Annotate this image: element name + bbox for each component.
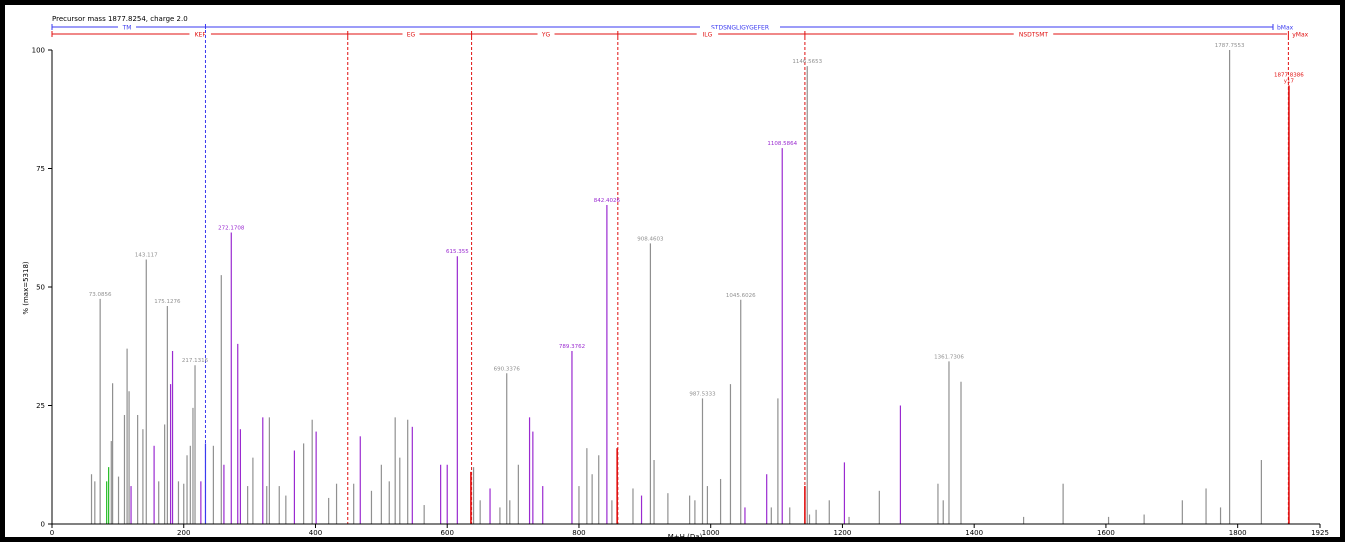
y-ladder-label-bg: [402, 29, 420, 38]
y-tick-label: 75: [36, 165, 45, 173]
x-tick-label: 1000: [702, 529, 720, 537]
y-tick-label: 100: [32, 47, 45, 55]
peak-mz-label: 908.4603: [637, 236, 664, 242]
x-tick-label: 1400: [965, 529, 983, 537]
y-ladder-label: ILG: [703, 32, 713, 39]
y-ladder-label: YG: [541, 32, 551, 39]
peak-mz-label: 690.3376: [494, 366, 521, 372]
x-tick-label: 600: [441, 529, 454, 537]
peak-mz-label: 789.3762: [559, 344, 585, 350]
peak-mz-label: 1877.8386: [1274, 73, 1304, 79]
peak-mz-label: 73.0856: [89, 292, 112, 298]
y-ladder-label-bg: [537, 29, 555, 38]
y-ladder-label: EG: [407, 32, 416, 39]
y-tick-label: 0: [41, 521, 45, 529]
peak-mz-label: 1787.7553: [1215, 43, 1245, 49]
peak-labels: 73.0856 143.117 175.1276 217.1316 272.1708 61…: [89, 43, 1305, 397]
x-tick-label: 1200: [834, 529, 852, 537]
peak-mz-label: 842.4026: [594, 198, 621, 204]
x-tick-label: 1925: [1311, 529, 1329, 537]
peak-ion-label: y17: [1284, 79, 1295, 85]
peak-mz-label: 143.117: [135, 253, 158, 259]
peak-mz-label: 615.355: [446, 249, 469, 255]
x-tick-label: 1800: [1229, 529, 1247, 537]
b-ladder-start-bg: [118, 22, 136, 31]
y-ladder-label-bg: [696, 29, 719, 38]
b-ladder-sequence: STDSNGLIGYGEFER: [711, 25, 769, 32]
spectrum-peaks: [90, 50, 1290, 524]
b-ladder-label-bg: [700, 22, 780, 31]
y-ladder-label-bg: [189, 29, 211, 38]
peak-mz-label: 1045.6026: [726, 293, 756, 299]
x-tick-label: 200: [177, 529, 190, 537]
y-ladder-label-bg: [1013, 29, 1054, 38]
ion-guide-lines: [204, 30, 1289, 524]
x-tick-label: 800: [572, 529, 585, 537]
y-tick-label: 25: [36, 402, 45, 410]
y-ladder-label: yMax: [1292, 32, 1308, 39]
x-tick-label: 0: [50, 529, 54, 537]
peak-mz-label: 272.1708: [218, 225, 245, 231]
x-axis-label: M+H (Da): [668, 533, 703, 541]
y-ladder-label: KEF: [195, 32, 207, 39]
b-ladder-start-label: TM: [122, 25, 132, 32]
precursor-label: Precursor mass 1877.8254, charge 2.0: [52, 15, 188, 23]
peak-mz-label: 175.1276: [154, 299, 181, 305]
y-ladder-label: NSDTSMT: [1019, 32, 1049, 39]
y-tick-label: 50: [36, 284, 45, 292]
peak-mz-label: 1108.5864: [767, 141, 797, 147]
b-ladder-end-label: bMax: [1277, 25, 1294, 32]
x-tick-label: 1600: [1097, 529, 1115, 537]
peak-mz-label: 1361.7306: [934, 354, 964, 360]
peak-mz-label: 1146.5653: [792, 59, 822, 65]
y-axis-label: % (max=5318): [22, 261, 30, 315]
ion-ladders: STDSNGLIGYGEFER TM bMax KEF EG YG ILG NSDTSMT yM…: [51, 22, 1309, 39]
peak-mz-label: 217.1316: [182, 358, 209, 364]
peak-mz-label: 987.5333: [689, 391, 716, 397]
x-tick-label: 400: [309, 529, 322, 537]
